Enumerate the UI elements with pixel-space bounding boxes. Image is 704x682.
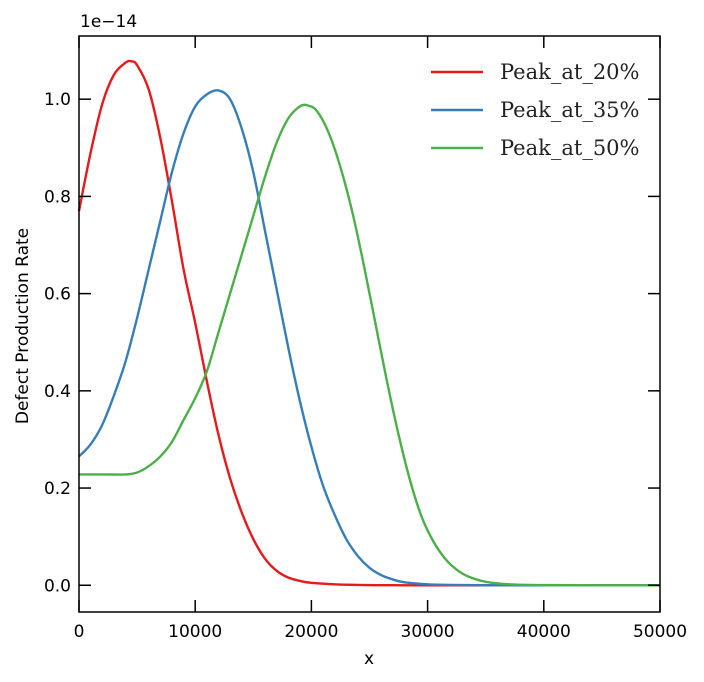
y-tick-label: 0.0 (44, 576, 71, 596)
x-tick-label: 50000 (633, 622, 687, 642)
legend-label-2: Peak_at_35% (500, 98, 640, 122)
y-tick-label: 1.0 (44, 90, 71, 110)
legend-label-3: Peak_at_50% (500, 136, 640, 160)
x-tick-label: 30000 (401, 622, 455, 642)
series-line-3 (79, 103, 661, 587)
y-offset-label: 1e−14 (80, 12, 137, 32)
legend-label-1: Peak_at_20% (500, 60, 640, 84)
axis-ticks: 0 10000 20000 30000 40000 50000 0.0 0.2 0.4 0.6 0.… (44, 36, 687, 642)
plot-frame (78, 35, 661, 613)
series-line-2 (78, 89, 660, 587)
x-tick-label: 40000 (517, 622, 571, 642)
x-tick-label: 20000 (284, 622, 338, 642)
y-tick-label: 0.6 (44, 285, 71, 305)
x-axis-title: x (364, 649, 374, 669)
plot-lines (77, 59, 661, 587)
x-tick-label: 10000 (168, 622, 222, 642)
legend: Peak_at_20% Peak_at_35% Peak_at_50% (431, 60, 640, 160)
y-axis-title: Defect Production Rate (13, 228, 33, 424)
y-tick-label: 0.8 (44, 187, 71, 207)
x-tick-label: 0 (74, 622, 85, 642)
series-line-1 (77, 59, 660, 587)
y-tick-label: 0.2 (44, 479, 71, 499)
y-tick-label: 0.4 (44, 382, 71, 402)
